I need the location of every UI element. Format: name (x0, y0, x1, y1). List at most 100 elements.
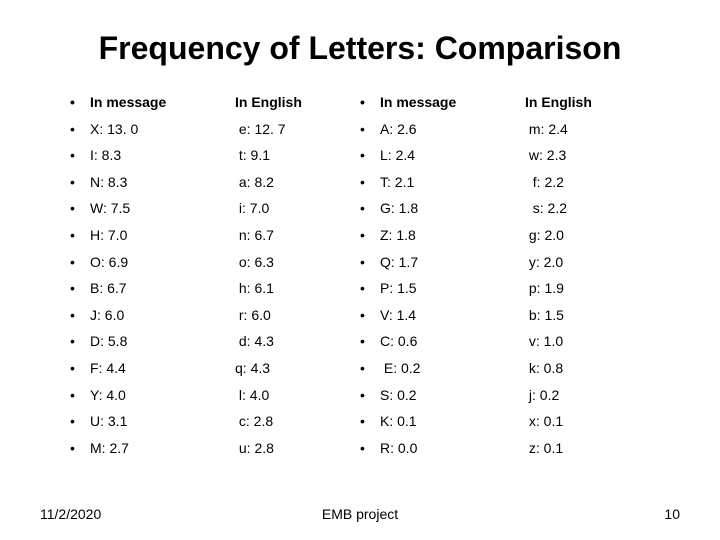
bullet-icon: • (70, 89, 90, 116)
list-item: •J: 6.0 (70, 302, 215, 329)
freq-value: B: 6.7 (90, 275, 127, 302)
freq-value: k: 0.8 (525, 355, 563, 382)
bullet-icon: • (360, 222, 380, 249)
list-item: l: 4.0 (215, 382, 360, 409)
left-english-col: In English e: 12. 7 t: 9.1 a: 8.2 i: 7.0… (215, 89, 360, 461)
bullet-icon: • (70, 328, 90, 355)
freq-value: h: 6.1 (235, 275, 274, 302)
list-item: w: 2.3 (505, 142, 650, 169)
left-message-col: • In message •X: 13. 0•I: 8.3•N: 8.3•W: … (70, 89, 215, 461)
header-label: In English (235, 89, 302, 116)
freq-value: a: 8.2 (235, 169, 274, 196)
right-column-pair: • In message •A: 2.6•L: 2.4•T: 2.1•G: 1.… (360, 89, 650, 461)
bullet-icon: • (70, 142, 90, 169)
list-item: •D: 5.8 (70, 328, 215, 355)
freq-value: r: 6.0 (235, 302, 271, 329)
freq-value: b: 1.5 (525, 302, 564, 329)
header-label: In message (380, 89, 456, 116)
list-item: •O: 6.9 (70, 249, 215, 276)
freq-value: Q: 1.7 (380, 249, 418, 276)
bullet-icon: • (360, 89, 380, 116)
list-item: j: 0.2 (505, 382, 650, 409)
bullet-icon: • (360, 195, 380, 222)
list-item: •N: 8.3 (70, 169, 215, 196)
freq-value: w: 2.3 (525, 142, 566, 169)
bullet-icon: • (360, 169, 380, 196)
right-english-col: In English m: 2.4 w: 2.3 f: 2.2 s: 2.2 g… (505, 89, 650, 461)
list-item: •Y: 4.0 (70, 382, 215, 409)
list-item: •B: 6.7 (70, 275, 215, 302)
bullet-icon: • (360, 302, 380, 329)
slide-title: Frequency of Letters: Comparison (40, 30, 680, 67)
footer-page: 10 (664, 506, 680, 522)
list-item: •M: 2.7 (70, 435, 215, 462)
list-item: •F: 4.4 (70, 355, 215, 382)
freq-value: P: 1.5 (380, 275, 417, 302)
list-item: f: 2.2 (505, 169, 650, 196)
list-item: v: 1.0 (505, 328, 650, 355)
freq-value: j: 0.2 (525, 382, 559, 409)
list-item: b: 1.5 (505, 302, 650, 329)
list-item: •W: 7.5 (70, 195, 215, 222)
list-item: • E: 0.2 (360, 355, 505, 382)
bullet-icon: • (70, 195, 90, 222)
list-item: •R: 0.0 (360, 435, 505, 462)
col-header: • In message (360, 89, 505, 116)
slide: Frequency of Letters: Comparison • In me… (0, 0, 720, 540)
freq-value: V: 1.4 (380, 302, 416, 329)
col-header: • In message (70, 89, 215, 116)
header-label: In message (90, 89, 166, 116)
list-item: u: 2.8 (215, 435, 360, 462)
list-item: a: 8.2 (215, 169, 360, 196)
list-item: e: 12. 7 (215, 116, 360, 143)
list-item: p: 1.9 (505, 275, 650, 302)
list-item: •X: 13. 0 (70, 116, 215, 143)
list-item: •A: 2.6 (360, 116, 505, 143)
bullet-icon: • (70, 116, 90, 143)
list-item: q: 4.3 (215, 355, 360, 382)
bullet-icon: • (70, 355, 90, 382)
freq-value: R: 0.0 (380, 435, 417, 462)
freq-value: X: 13. 0 (90, 116, 138, 143)
list-item: h: 6.1 (215, 275, 360, 302)
freq-value: d: 4.3 (235, 328, 274, 355)
list-item: •V: 1.4 (360, 302, 505, 329)
list-item: m: 2.4 (505, 116, 650, 143)
list-item: •L: 2.4 (360, 142, 505, 169)
list-item: •Z: 1.8 (360, 222, 505, 249)
list-item: •P: 1.5 (360, 275, 505, 302)
col-header: In English (215, 89, 360, 116)
footer: 11/2/2020 EMB project 10 (40, 506, 680, 522)
freq-value: s: 2.2 (525, 195, 567, 222)
freq-value: v: 1.0 (525, 328, 563, 355)
freq-value: A: 2.6 (380, 116, 417, 143)
freq-value: K: 0.1 (380, 408, 417, 435)
right-message-col: • In message •A: 2.6•L: 2.4•T: 2.1•G: 1.… (360, 89, 505, 461)
list-item: z: 0.1 (505, 435, 650, 462)
freq-value: G: 1.8 (380, 195, 418, 222)
bullet-icon: • (70, 382, 90, 409)
freq-value: c: 2.8 (235, 408, 273, 435)
list-item: •T: 2.1 (360, 169, 505, 196)
list-item: t: 9.1 (215, 142, 360, 169)
list-item: o: 6.3 (215, 249, 360, 276)
freq-value: Y: 4.0 (90, 382, 126, 409)
freq-value: U: 3.1 (90, 408, 127, 435)
list-item: •Q: 1.7 (360, 249, 505, 276)
freq-value: e: 12. 7 (235, 116, 286, 143)
bullet-icon: • (70, 249, 90, 276)
list-item: •U: 3.1 (70, 408, 215, 435)
col-header: In English (505, 89, 650, 116)
bullet-icon: • (360, 249, 380, 276)
header-label: In English (525, 89, 592, 116)
bullet-icon: • (360, 275, 380, 302)
freq-value: y: 2.0 (525, 249, 563, 276)
freq-value: S: 0.2 (380, 382, 417, 409)
freq-value: o: 6.3 (235, 249, 274, 276)
freq-value: J: 6.0 (90, 302, 124, 329)
list-item: n: 6.7 (215, 222, 360, 249)
freq-value: D: 5.8 (90, 328, 127, 355)
list-item: k: 0.8 (505, 355, 650, 382)
freq-value: I: 8.3 (90, 142, 121, 169)
freq-value: m: 2.4 (525, 116, 568, 143)
